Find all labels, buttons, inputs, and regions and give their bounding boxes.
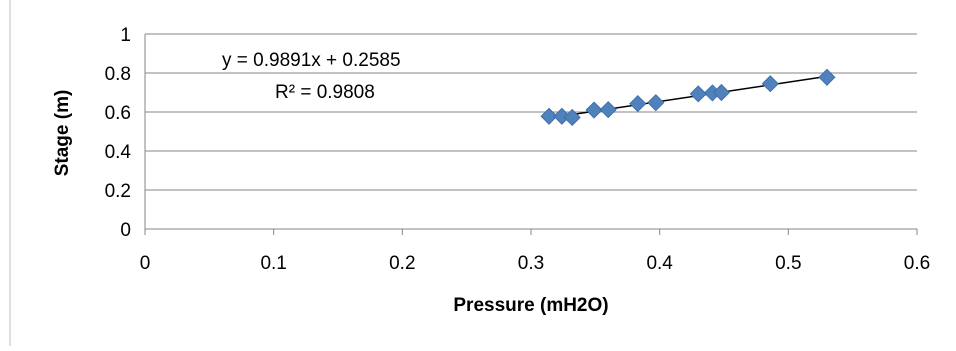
x-tick-label-0: 0 xyxy=(140,253,151,274)
data-point-0 xyxy=(540,107,558,125)
x-tick-label-5: 0.5 xyxy=(775,253,801,274)
y-tick-label-4: 0.8 xyxy=(105,64,131,85)
axes xyxy=(144,34,918,235)
x-tick-label-6: 0.6 xyxy=(904,253,930,274)
y-tick-label-5: 1 xyxy=(120,25,131,46)
data-point-7 xyxy=(689,85,707,103)
tick-labels: 0 0.2 0.4 0.6 0.8 1 0 0.1 0.2 0.3 0.4 0.5 0.6 xyxy=(105,25,931,274)
x-axis-title: Pressure (mH2O) xyxy=(453,295,608,316)
y-tick-label-0: 0 xyxy=(120,220,131,241)
data-point-5 xyxy=(629,95,647,113)
data-point-9 xyxy=(712,83,730,102)
data-points xyxy=(540,68,836,127)
data-point-1 xyxy=(553,107,571,125)
data-point-11 xyxy=(818,68,836,86)
trendline-equation: y = 0.9891x + 0.2585 xyxy=(222,50,401,71)
data-point-2 xyxy=(563,108,581,127)
y-tick-label-3: 0.6 xyxy=(105,103,131,124)
gridlines xyxy=(145,33,917,191)
data-point-3 xyxy=(585,101,603,119)
y-tick-label-2: 0.4 xyxy=(105,142,132,163)
y-axis-title: Stage (m) xyxy=(52,90,73,177)
data-point-10 xyxy=(761,75,779,93)
x-tick-label-4: 0.4 xyxy=(646,253,673,274)
x-tick-label-1: 0.1 xyxy=(260,253,286,274)
x-tick-label-2: 0.2 xyxy=(389,253,415,274)
x-tick-label-3: 0.3 xyxy=(518,253,544,274)
data-point-6 xyxy=(647,94,665,112)
y-tick-label-1: 0.2 xyxy=(105,181,131,202)
data-point-4 xyxy=(599,101,617,119)
trendline-r-squared: R² = 0.9808 xyxy=(275,82,375,103)
